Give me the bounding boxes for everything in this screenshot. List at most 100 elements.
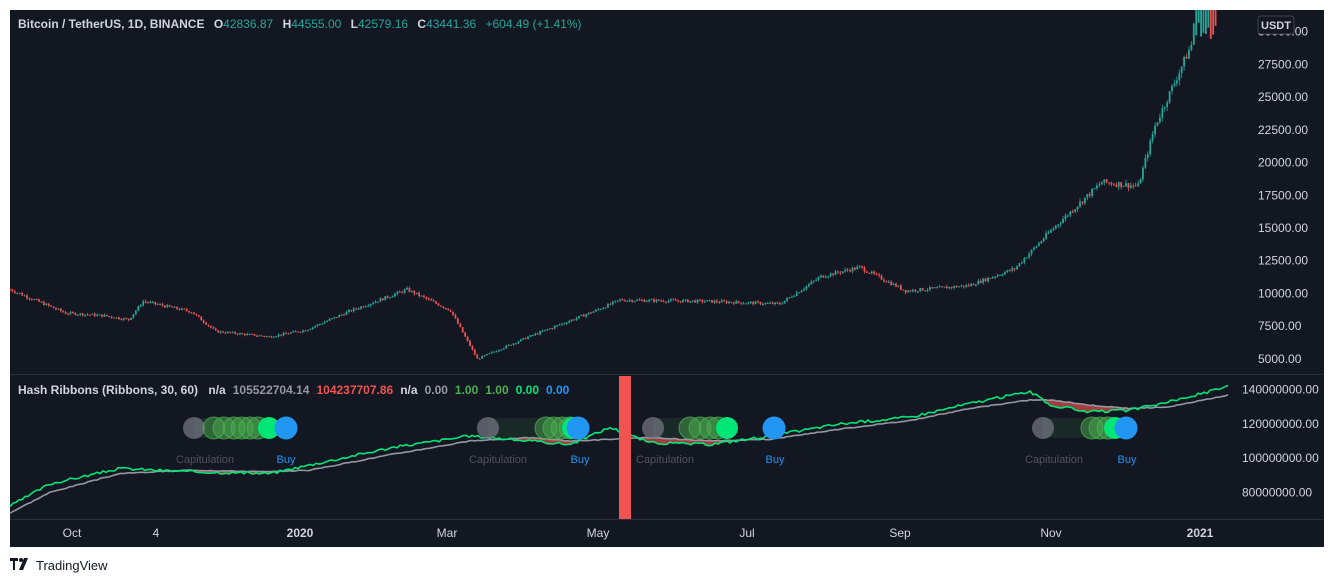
candle-body [318,323,321,325]
candle-body [91,313,94,315]
candle-body [502,348,505,350]
candle-body [989,277,992,279]
candle-body [398,291,401,293]
chart-svg[interactable]: Capitulation Buy Capitulation Buy Capitulati… [9,0,1324,547]
candle-body [299,332,302,334]
candle-body [870,271,873,274]
signal-group: Capitulation Buy [176,416,298,466]
candle-body [282,332,285,336]
capitulation-label: Capitulation [636,454,694,466]
candle-body [849,270,851,272]
candle-body [456,318,459,324]
candle-body [1074,209,1077,212]
hash-axis[interactable]: 140000000.00 120000000.00 100000000.00 8000… [1242,383,1319,500]
candle-body [406,287,408,290]
candle-body [452,311,454,315]
candle-body [154,301,157,305]
candle-body [1040,241,1043,244]
candle-body [1120,182,1123,187]
candle-body [1146,154,1149,158]
candle-body [481,355,483,359]
candle-body [899,285,902,290]
candle-body [853,267,856,270]
candle-body [907,290,910,293]
candle-body [413,290,416,294]
candle-body [815,279,818,281]
time-axis-label: Oct [63,526,82,540]
price-axis-label: 27500.00 [1258,57,1308,71]
candle-body [786,298,788,301]
candle-body [21,293,24,296]
candle-body [1067,215,1069,217]
buy-circle[interactable] [1114,416,1138,440]
candle-body [28,298,31,300]
candle-body [1122,186,1125,188]
signal-group: Capitulation Buy [469,416,590,466]
candle-body [137,306,140,311]
candle-body [76,314,79,316]
signal-band [1043,418,1115,438]
buy-circle[interactable] [274,416,298,440]
candle-body [536,333,539,335]
candle-body [1030,249,1033,254]
candle-body [820,275,822,278]
indicator-title[interactable]: Hash Ribbons (Ribbons, 30, 60) [18,383,198,397]
candle-body [166,305,169,308]
indicator-value: 1.00 [455,383,479,397]
candle-body [604,307,607,309]
price-axis-label: 17500.00 [1258,188,1308,202]
candle-body [672,299,675,301]
candle-body [306,329,309,332]
candle-body [745,303,747,305]
candle-body [1001,274,1004,276]
candle-body [912,289,914,292]
candle-body [447,308,450,311]
candle-body [304,330,307,332]
candle-body [529,335,532,337]
candle-body [357,308,360,310]
tradingview-brand[interactable]: TradingView [36,557,108,573]
candle-body [229,331,232,333]
candle-body [694,300,696,303]
candle-body [59,308,62,312]
candle-body [512,343,515,346]
candle-body [691,300,694,302]
candle-body [732,302,735,304]
candle-body [125,318,128,320]
highlight-bar [619,376,631,519]
candle-body [444,307,447,309]
symbol-title[interactable]: Bitcoin / TetherUS, 1D, BINANCE [18,17,204,31]
candle-body [752,301,755,305]
buy-circle[interactable] [566,416,590,440]
candle-body [701,299,704,302]
candle-body [379,298,382,302]
candle-body [1021,262,1023,264]
currency-badge[interactable]: USDT [1257,15,1295,35]
candle-body [410,290,413,292]
candle-body [979,280,982,283]
price-axis[interactable]: 30000.0027500.0025000.0022500.0020000.00… [1258,25,1308,366]
candle-body [1204,10,1207,35]
candle-body [321,323,324,325]
candle-body [991,277,994,279]
candle-body [749,301,752,303]
open-label: O [214,17,223,31]
candle-body [904,289,907,293]
time-axis[interactable]: Oct 4 2020 Mar May Jul Sep Nov 2021 [63,526,1214,540]
candle-body [517,341,520,344]
chart-container[interactable]: Capitulation Buy Capitulation Buy Capitulati… [9,0,1324,547]
candle-body [164,305,166,308]
candle-body [168,305,171,307]
candle-body [408,287,411,292]
candle-body [677,300,680,302]
candle-body [541,330,544,332]
candle-body [636,299,638,301]
candle-body [994,276,997,278]
buy-circle[interactable] [762,416,786,440]
candle-body [645,301,648,303]
candle-body [420,295,423,297]
candle-body [885,281,888,283]
candle-body [515,343,517,345]
candle-body [171,306,174,308]
indicator-value: 105522704.14 [233,383,310,397]
